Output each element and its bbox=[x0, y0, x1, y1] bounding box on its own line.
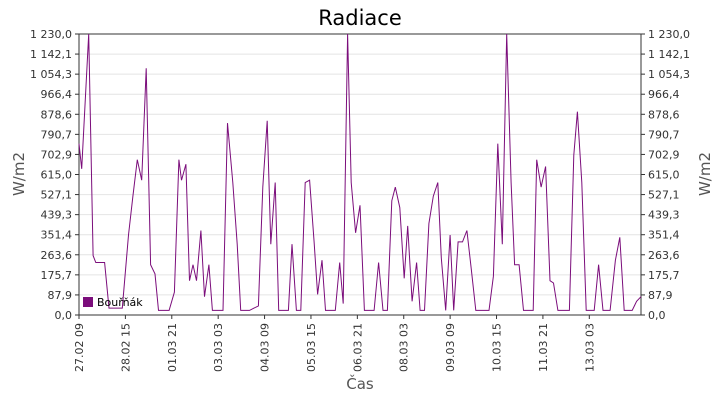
y-tick-label-left: 0,0 bbox=[55, 309, 73, 322]
y-tick-label-left: 615,0 bbox=[41, 169, 73, 182]
y-tick-label-right: 1 142,1 bbox=[648, 48, 690, 61]
y-tick-label-right: 175,7 bbox=[648, 269, 680, 282]
x-tick-label: 28.02 15 bbox=[119, 323, 132, 372]
y-tick-label-left: 1 054,3 bbox=[30, 68, 72, 81]
x-tick-label: 08.03 03 bbox=[398, 323, 411, 372]
x-axis-label: Čas bbox=[346, 374, 374, 393]
y-tick-label-right: 439,3 bbox=[648, 209, 680, 222]
y-axis-label-left: W/m2 bbox=[10, 152, 28, 196]
y-tick-label-right: 0,0 bbox=[648, 309, 666, 322]
y-tick-label-right: 615,0 bbox=[648, 169, 680, 182]
x-tick-label: 27.02 09 bbox=[73, 323, 86, 372]
y-tick-label-left: 175,7 bbox=[41, 269, 73, 282]
x-tick-label: 05.03 15 bbox=[305, 323, 318, 372]
x-tick-label: 10.03 15 bbox=[491, 323, 504, 372]
y-tick-label-right: 87,9 bbox=[648, 289, 673, 302]
y-axis-left: 0,0 87,9 175,7 263,6 351,4 439,3 527,1 615,0 702… bbox=[30, 28, 79, 322]
y-tick-label-left: 263,6 bbox=[41, 249, 73, 262]
y-tick-label-left: 790,7 bbox=[41, 128, 73, 141]
x-axis: 27.02 09 28.02 15 01.03 21 03.03 03 04.03 09… bbox=[73, 315, 596, 372]
y-tick-label-right: 1 054,3 bbox=[648, 68, 690, 81]
y-tick-label-right: 1 230,0 bbox=[648, 28, 690, 41]
legend: Bouřňák bbox=[83, 296, 143, 309]
x-tick-label: 06.03 21 bbox=[351, 323, 364, 372]
y-tick-label-right: 966,4 bbox=[648, 88, 680, 101]
x-tick-label: 03.03 03 bbox=[212, 323, 225, 372]
y-tick-label-right: 263,6 bbox=[648, 249, 680, 262]
y-tick-label-left: 87,9 bbox=[48, 289, 73, 302]
y-tick-label-left: 1 142,1 bbox=[30, 48, 72, 61]
y-tick-label-left: 702,9 bbox=[41, 148, 73, 161]
y-tick-label-left: 966,4 bbox=[41, 88, 73, 101]
x-tick-label: 09.03 09 bbox=[444, 323, 457, 372]
y-tick-label-right: 527,1 bbox=[648, 189, 680, 202]
y-axis-right: 0,0 87,9 175,7 263,6 351,4 439,3 527,1 615,0 702… bbox=[641, 28, 690, 322]
y-tick-label-right: 878,6 bbox=[648, 108, 680, 121]
y-tick-label-right: 790,7 bbox=[648, 128, 680, 141]
chart-title: Radiace bbox=[318, 6, 402, 30]
x-tick-label: 13.03 03 bbox=[583, 323, 596, 372]
x-tick-label: 11.03 21 bbox=[537, 323, 550, 372]
y-axis-label-right: W/m2 bbox=[696, 152, 714, 196]
y-tick-label-left: 351,4 bbox=[41, 229, 73, 242]
y-tick-label-left: 878,6 bbox=[41, 108, 73, 121]
x-tick-label: 01.03 21 bbox=[166, 323, 179, 372]
legend-swatch-bournak bbox=[83, 297, 93, 307]
legend-label-bournak: Bouřňák bbox=[97, 296, 143, 309]
y-tick-label-left: 1 230,0 bbox=[30, 28, 72, 41]
y-tick-label-right: 702,9 bbox=[648, 148, 680, 161]
y-tick-label-left: 439,3 bbox=[41, 209, 73, 222]
x-tick-label: 04.03 09 bbox=[259, 323, 272, 372]
y-tick-label-right: 351,4 bbox=[648, 229, 680, 242]
y-tick-label-left: 527,1 bbox=[41, 189, 73, 202]
series-line-bournak bbox=[78, 33, 642, 311]
